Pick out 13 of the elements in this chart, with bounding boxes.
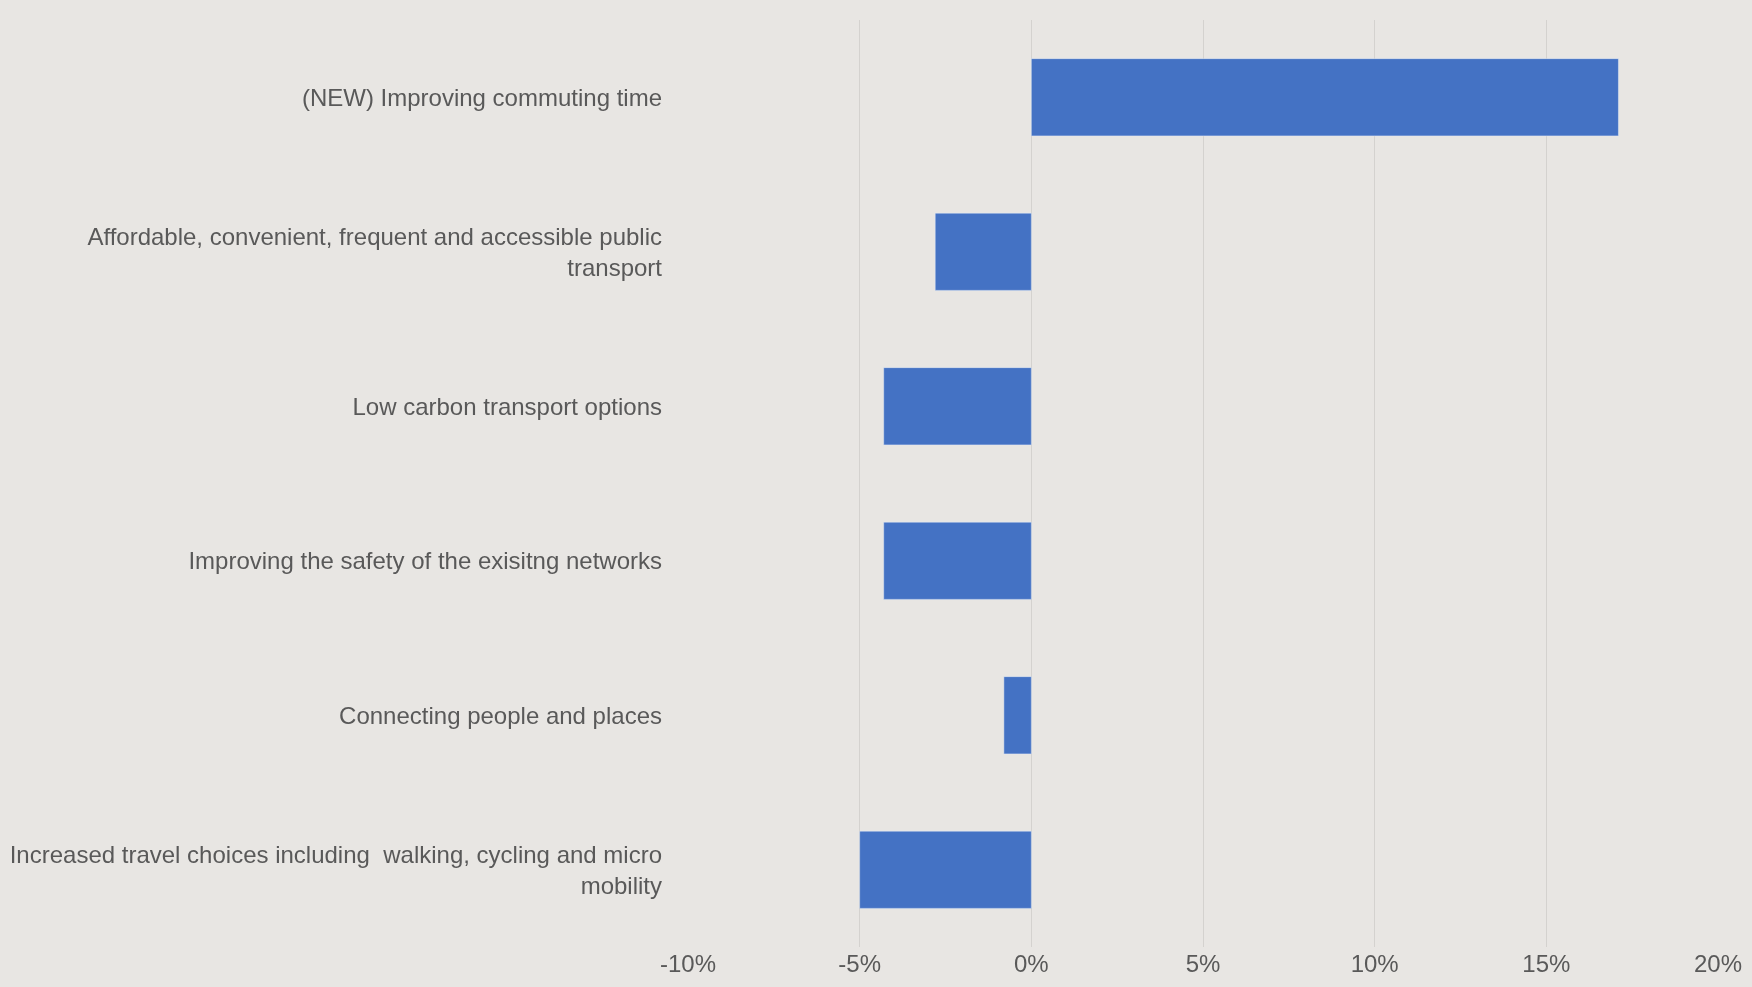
x-tick-label: 10% bbox=[1350, 950, 1399, 977]
y-tick-label: Improving the safety of the exisitng networks bbox=[188, 547, 662, 575]
y-tick-label: Connecting people and places bbox=[339, 701, 662, 729]
y-tick-label: (NEW) Improving commuting time bbox=[301, 83, 662, 111]
x-tick-label: 15% bbox=[1522, 950, 1571, 977]
y-tick-label: Affordable, convenient, frequent and accessible public transport bbox=[87, 222, 663, 281]
x-tick-label: 20% bbox=[1693, 950, 1743, 977]
x-tick-label: 5% bbox=[1185, 950, 1221, 977]
x-tick-label: 0% bbox=[1013, 950, 1049, 977]
y-tick-label: Low carbon transport options bbox=[352, 392, 662, 420]
y-tick-label: Increased travel choices including walking, cycling and micro mobility bbox=[9, 840, 662, 899]
x-tick-label: -10% bbox=[659, 950, 717, 977]
x-tick-label: -5% bbox=[838, 950, 882, 977]
